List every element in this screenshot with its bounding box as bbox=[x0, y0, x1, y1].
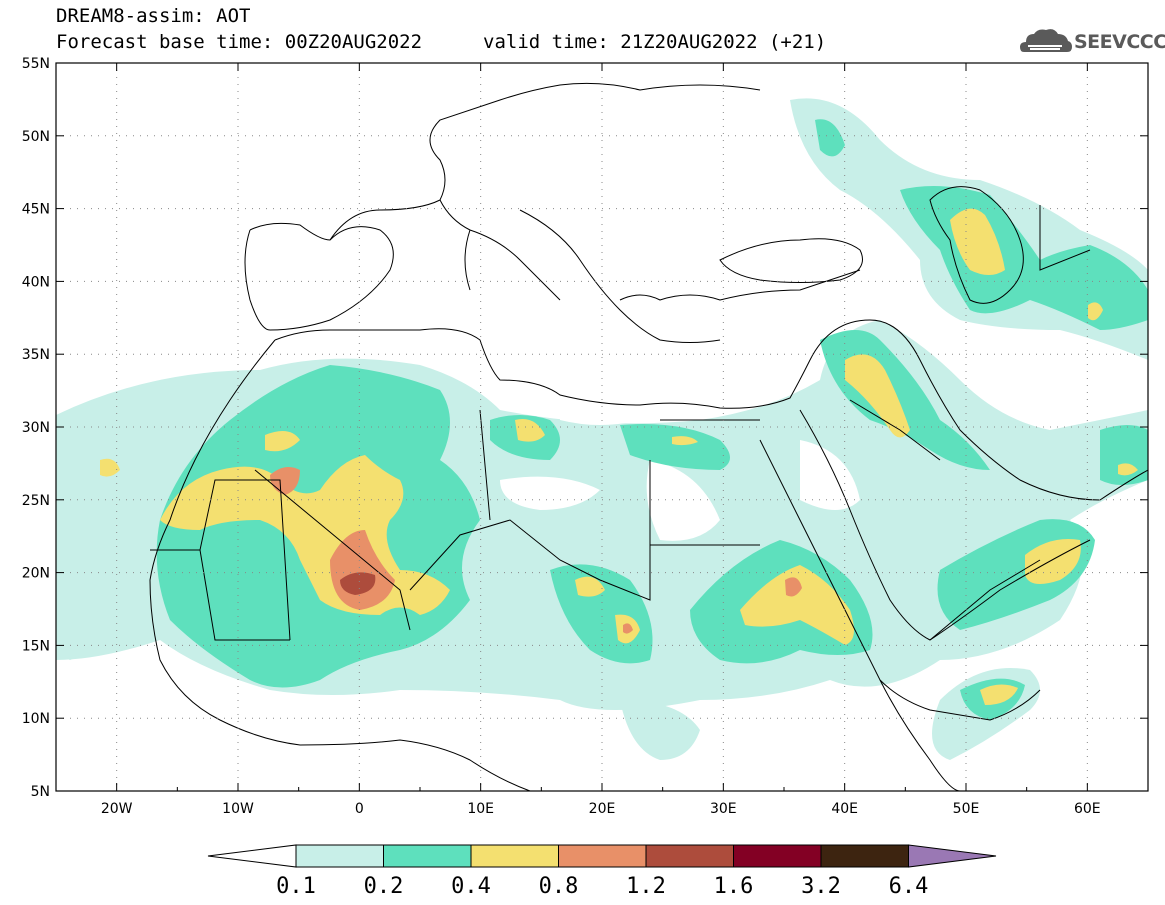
lon-label: 40E bbox=[831, 801, 858, 817]
base-time-label: Forecast base time: 00Z20AUG2022 bbox=[56, 31, 423, 53]
aot-region-high bbox=[980, 684, 1018, 705]
lon-label: 10W bbox=[222, 801, 254, 817]
aot-region-high bbox=[1118, 463, 1138, 476]
lat-label: 10N bbox=[22, 711, 50, 727]
lon-label: 20E bbox=[589, 801, 616, 817]
colorbar-label: 3.2 bbox=[801, 874, 841, 899]
logo-text: SEEVCCC bbox=[1074, 31, 1165, 53]
map-axes: 55N 50N 45N 40N 35N 30N 25N 20N 15N 10N 5N 20W 10W 0 1… bbox=[22, 56, 1149, 817]
coastline-europe bbox=[249, 82, 861, 343]
colorbar-bin-0.4 bbox=[470, 844, 559, 868]
aot-region-high bbox=[265, 431, 300, 452]
valid-time-label: valid time: 21Z20AUG2022 (+21) bbox=[483, 31, 827, 53]
chart-title: DREAM8-assim: AOT bbox=[56, 5, 251, 27]
coastline-north-africa bbox=[274, 319, 1148, 501]
coastline-iberia bbox=[244, 226, 394, 331]
aot-region-high bbox=[515, 419, 545, 442]
aot-region-extreme bbox=[340, 572, 376, 595]
colorbar-label: 0.1 bbox=[276, 874, 316, 899]
aot-region-high bbox=[740, 565, 854, 645]
coastline-horn bbox=[879, 679, 961, 791]
aot-region-high bbox=[1088, 302, 1103, 321]
lat-label: 35N bbox=[22, 347, 50, 363]
aot-region-medium bbox=[815, 119, 845, 157]
coastline-black-sea bbox=[719, 238, 863, 283]
colorbar-label: 0.4 bbox=[451, 874, 491, 899]
border-line bbox=[150, 205, 1091, 641]
lon-label: 10E bbox=[467, 801, 494, 817]
aot-region-light bbox=[620, 700, 700, 760]
colorbar-label: 0.8 bbox=[539, 874, 579, 899]
aot-region-high bbox=[672, 436, 698, 446]
lon-label: 0 bbox=[355, 801, 364, 817]
aot-region-medium bbox=[620, 424, 730, 470]
aot-region-veryhigh bbox=[785, 577, 802, 597]
lat-label: 20N bbox=[22, 566, 50, 582]
lat-label: 55N bbox=[22, 56, 50, 72]
coastline-red-sea bbox=[759, 409, 1091, 721]
lat-label: 40N bbox=[22, 274, 50, 290]
aot-region-high bbox=[1025, 539, 1081, 584]
coastlines bbox=[149, 82, 1148, 791]
aot-hole bbox=[646, 460, 720, 541]
aot-hole bbox=[560, 390, 640, 425]
cloud-icon bbox=[1020, 29, 1072, 52]
colorbar-label: 0.2 bbox=[364, 874, 404, 899]
colorbar-bin-0.1 bbox=[295, 844, 384, 868]
colorbar: 0.1 0.2 0.4 0.8 1.2 1.6 3.2 6.4 bbox=[207, 844, 997, 899]
colorbar-bin-0.2 bbox=[383, 844, 472, 868]
coastline-caspian bbox=[929, 186, 1024, 304]
lat-label: 50N bbox=[22, 129, 50, 145]
aot-region-high bbox=[100, 458, 120, 477]
lat-label: 15N bbox=[22, 638, 50, 654]
colorbar-bin-1.2 bbox=[645, 844, 734, 868]
colorbar-bin-1.6 bbox=[733, 844, 822, 868]
lon-label: 60E bbox=[1074, 801, 1101, 817]
colorbar-above-triangle bbox=[908, 844, 997, 868]
colorbar-below-triangle bbox=[207, 844, 297, 868]
aot-region-high bbox=[575, 576, 605, 597]
aot-region-light bbox=[56, 610, 110, 660]
colorbar-bin-0.8 bbox=[558, 844, 647, 868]
lon-label: 50E bbox=[953, 801, 980, 817]
aot-hole bbox=[800, 440, 860, 510]
coastline-west-africa bbox=[149, 339, 531, 791]
lat-label: 45N bbox=[22, 202, 50, 218]
map-grid bbox=[56, 63, 1148, 791]
lat-label: 5N bbox=[31, 784, 50, 800]
lat-label: 30N bbox=[22, 420, 50, 436]
lon-label: 30E bbox=[710, 801, 737, 817]
aot-field bbox=[56, 98, 1148, 760]
aot-region-medium bbox=[1100, 425, 1148, 485]
aot-hole bbox=[500, 476, 600, 510]
colorbar-bin-3.2 bbox=[820, 844, 909, 868]
lon-label: 20W bbox=[101, 801, 133, 817]
lat-label: 25N bbox=[22, 493, 50, 509]
colorbar-label: 1.2 bbox=[626, 874, 666, 899]
seevccc-logo: SEEVCCC bbox=[1018, 24, 1165, 58]
aot-region-veryhigh bbox=[623, 623, 633, 634]
colorbar-label: 6.4 bbox=[889, 874, 929, 899]
aot-region-high bbox=[845, 354, 910, 438]
aot-region-high bbox=[950, 208, 1005, 275]
colorbar-label: 1.6 bbox=[714, 874, 754, 899]
